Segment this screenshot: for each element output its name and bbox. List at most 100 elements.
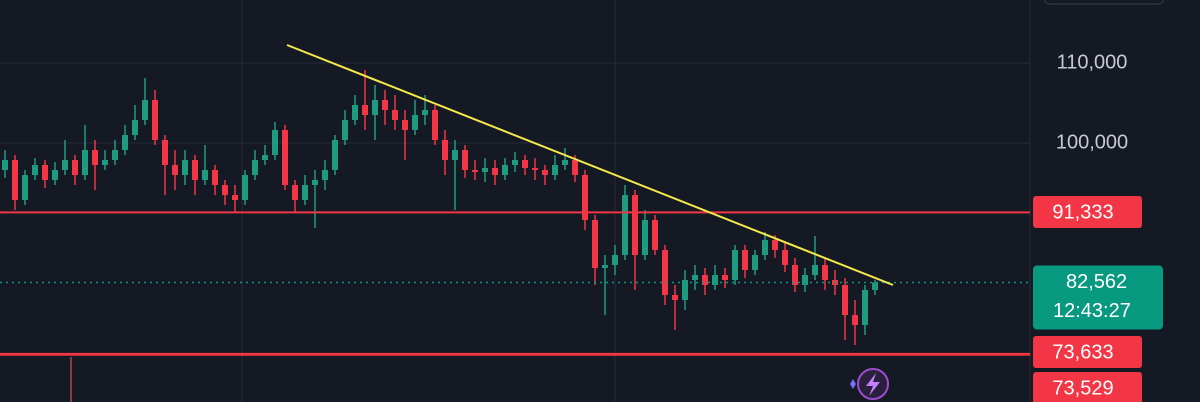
candle-body [212,170,218,185]
candle-body [492,168,498,175]
candle-body [152,100,158,140]
alert-icon[interactable] [850,368,889,400]
candle-body [2,160,8,170]
candle-body [652,220,658,250]
candle-body [582,175,588,220]
candle-body [672,295,678,300]
price-label-box [1033,372,1142,402]
candle-body [602,265,608,268]
candle-body [642,220,648,255]
candle-body [202,170,208,180]
candle-body [62,160,68,170]
candle-body [132,120,138,135]
candle-body [382,100,388,110]
candle-body [82,150,88,175]
candle-body [312,180,318,185]
candles [0,62,1030,345]
candle-body [572,160,578,175]
candle-body [262,155,268,160]
candle-body [592,220,598,268]
candle-body [352,105,358,120]
candle-body [122,135,128,150]
candle-body [552,165,558,175]
price-label: 91,333 [1052,201,1113,223]
countdown-label: 12:43:27 [1053,300,1131,322]
candle-body [292,185,298,200]
candle-body [342,120,348,140]
candle-body [332,140,338,170]
candle-body [872,282,878,290]
candle-body [462,150,468,170]
candle-body [12,160,18,200]
candle-body [722,275,728,280]
candle-body [452,150,458,160]
candle-body [812,265,818,275]
candle-body [362,105,368,115]
candle-body [792,265,798,285]
candle-body [862,290,868,325]
candle-body [532,168,538,170]
candle-body [422,110,428,115]
candle-body [512,160,518,165]
candle-body [542,170,548,175]
candle-body [692,275,698,280]
candle-body [842,285,848,315]
candle-body [112,150,118,160]
candle-body [802,275,808,285]
candle-body [762,240,768,255]
candle-body [482,168,488,172]
candle-body [852,315,858,325]
price-label: 73,529 [1052,377,1113,399]
candle-body [162,140,168,165]
candle-body [222,185,228,195]
candle-body [742,250,748,270]
candle-body [42,165,48,180]
candle-body [502,165,508,175]
candle-body [272,130,278,155]
y-tick-label: 110,000 [1057,51,1128,73]
candle-body [102,160,108,165]
candle-body [182,160,188,175]
candle-body [732,250,738,280]
trendline [286,44,894,286]
price-label: 73,633 [1052,341,1113,363]
candle-body [32,165,38,175]
candle-body [72,160,78,175]
candle-body [472,170,478,172]
candle-body [712,275,718,285]
candle-body [372,100,378,115]
candle-body [622,195,628,255]
candle-body [822,265,828,280]
candle-body [772,240,778,250]
toolbar-button[interactable] [1044,0,1164,5]
candle-body [392,110,398,120]
y-tick-label: 100,000 [1056,131,1128,153]
candle-body [442,140,448,160]
candle-body [432,110,438,140]
current-price-label: 82,562 [1066,271,1127,293]
candle-body [322,170,328,180]
candle-body [562,160,568,165]
candle-body [632,195,638,255]
candle-body [682,280,688,300]
candle-body [302,185,308,200]
candle-body [172,165,178,175]
candle-body [192,160,198,180]
candle-body [92,150,98,165]
candle-body [282,130,288,185]
current-price-box [1033,265,1163,330]
candle-body [52,170,58,180]
candle-body [22,175,28,200]
price-label-box [1033,196,1142,228]
candle-body [782,250,788,265]
candle-body [402,120,408,130]
candle-body [142,100,148,120]
candle-body [252,160,258,175]
candle-body [242,175,248,200]
candle-body [662,250,668,295]
price-label-box [1033,336,1142,368]
candle-body [232,195,238,200]
